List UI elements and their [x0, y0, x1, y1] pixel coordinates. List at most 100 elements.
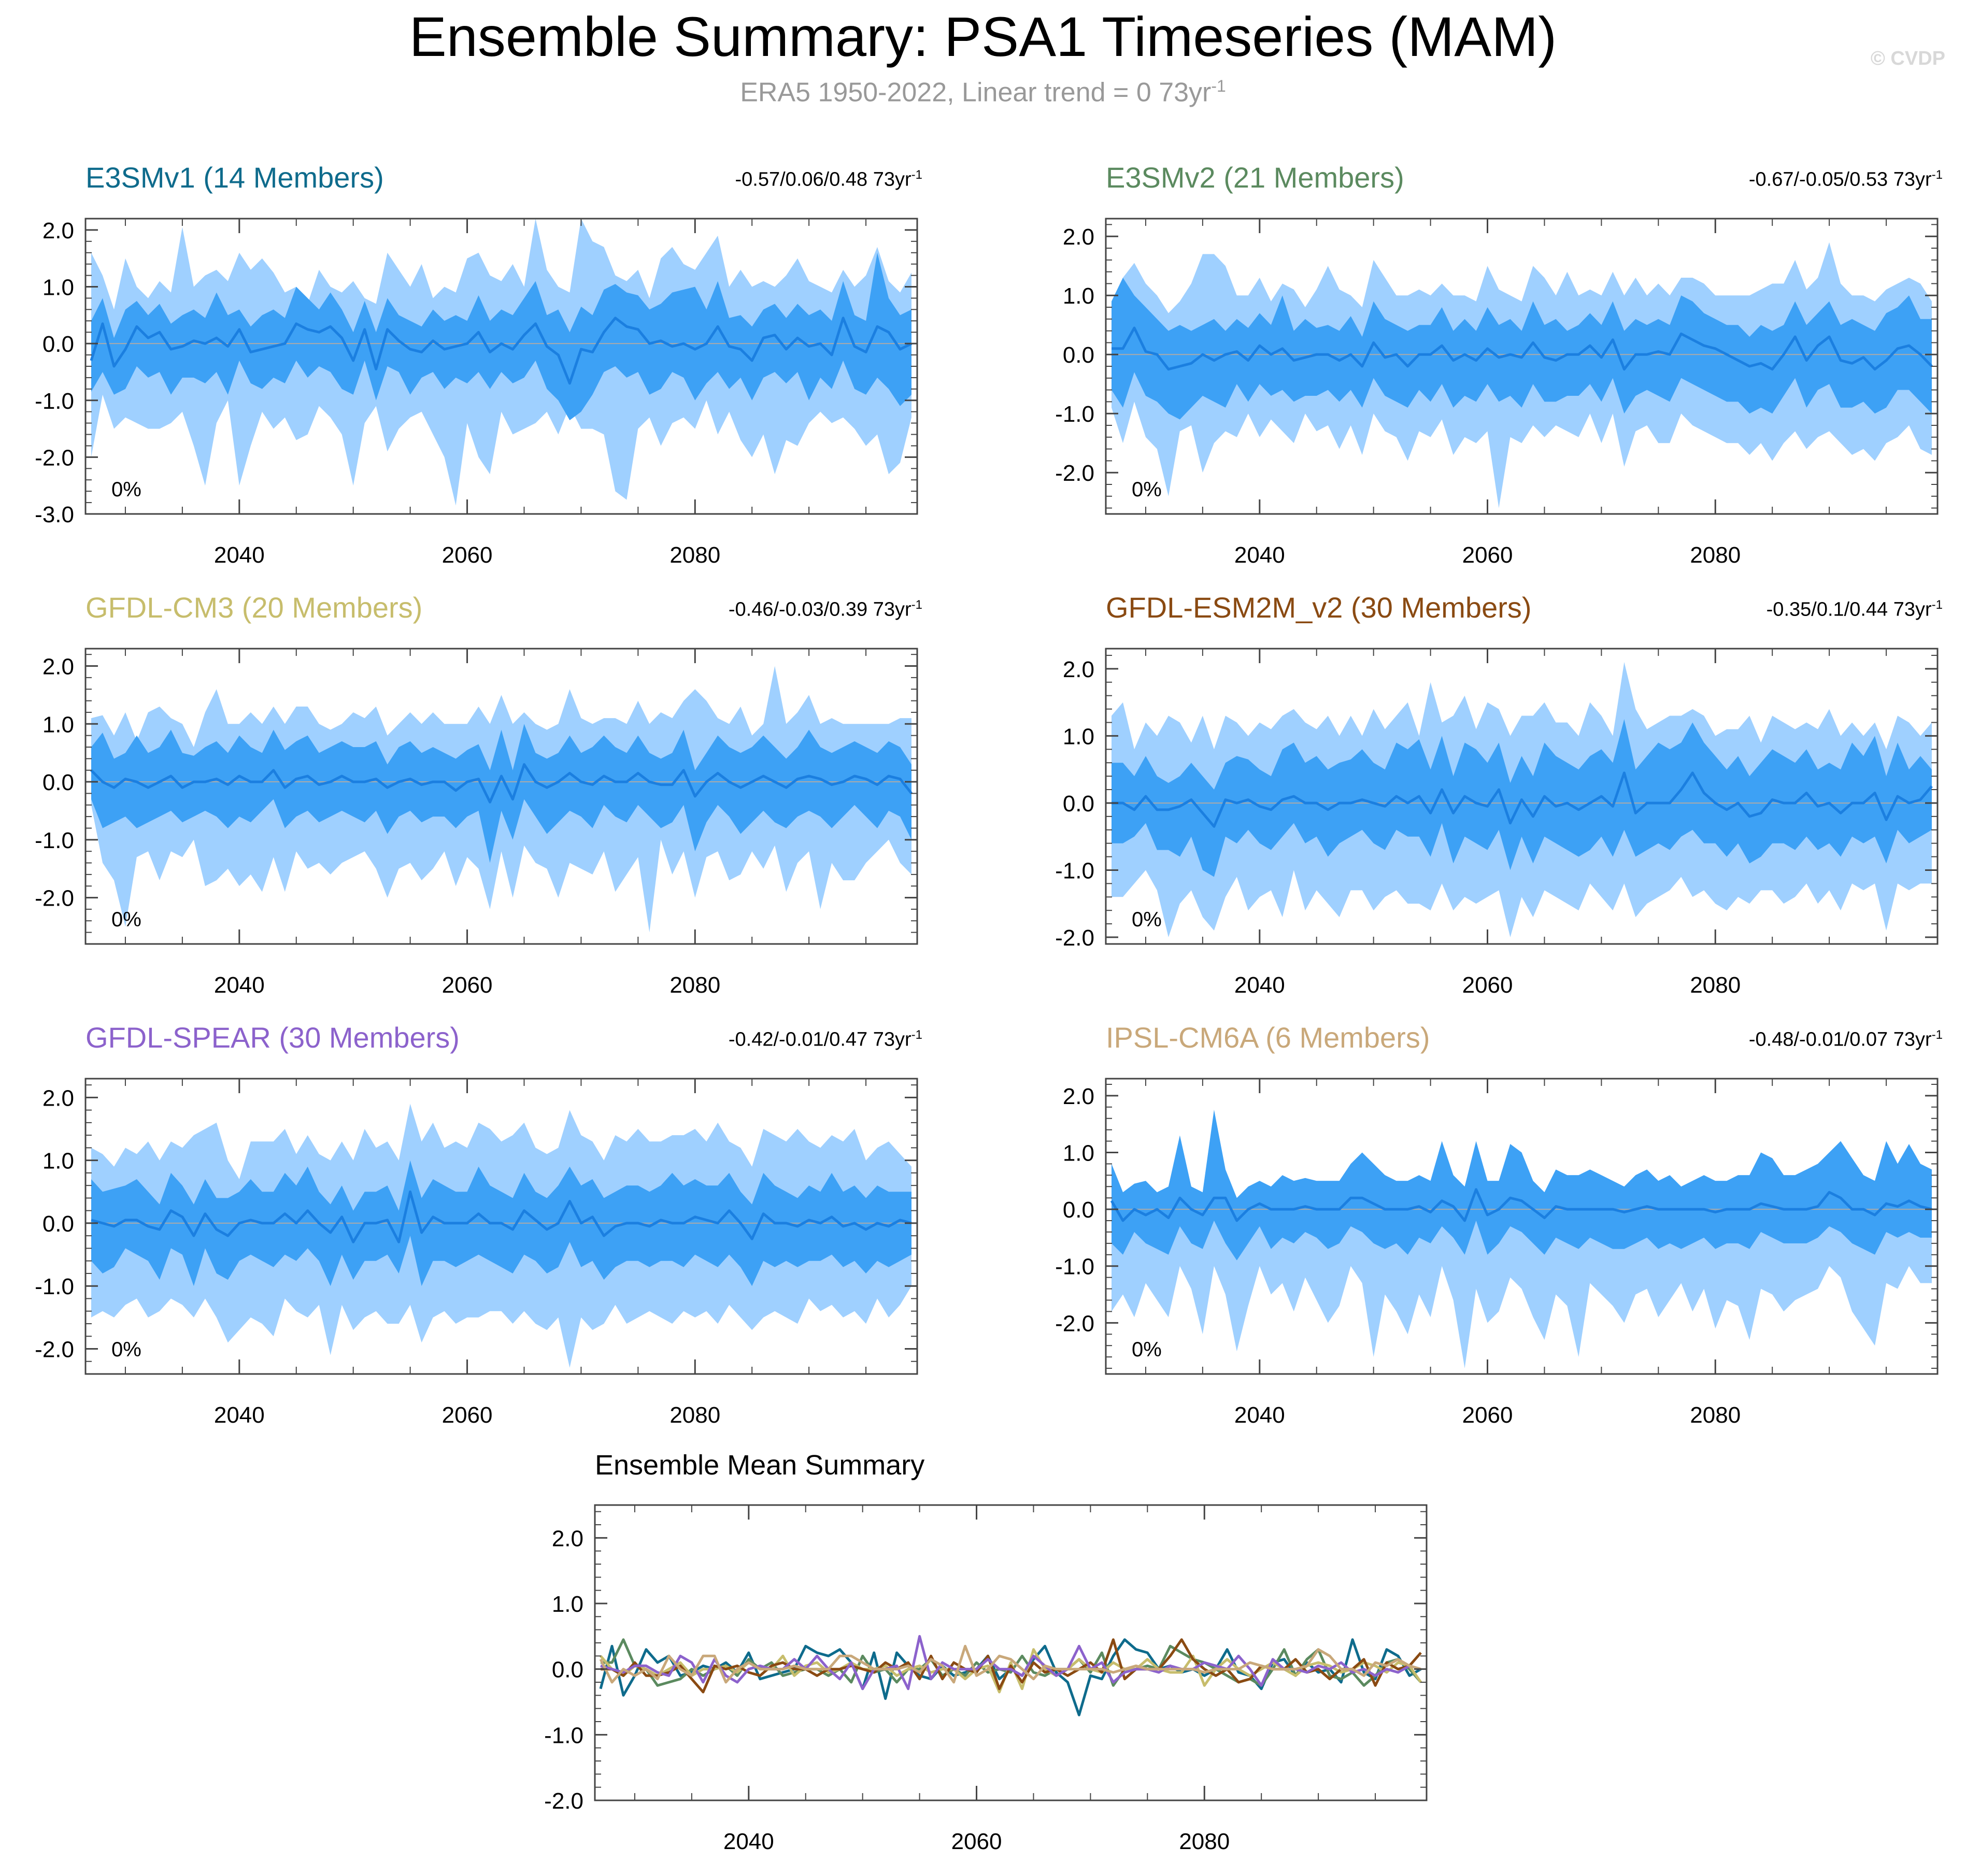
- ensemble-mean-line-4: [1112, 771, 1933, 828]
- inner-band-6: [1112, 1110, 1932, 1261]
- x-tick-label: 2040: [214, 972, 265, 998]
- x-tick-label: 2080: [669, 1402, 720, 1428]
- y-tick-label: -2.0: [35, 886, 74, 911]
- panel-stats-5: -0.42/-0.01/0.47 73yr-1: [86, 1028, 922, 1051]
- inner-band-2: [1112, 278, 1932, 420]
- panel-stats-text: -0.57/0.06/0.48 73yr: [735, 168, 911, 191]
- page-title: Ensemble Summary: PSA1 Timeseries (MAM): [409, 5, 1557, 68]
- x-tick-label: 2060: [442, 542, 493, 568]
- y-tick-label: -1.0: [544, 1723, 583, 1748]
- x-tick-label: 2040: [1234, 972, 1285, 998]
- panel-title-5: GFDL-SPEAR (30 Members): [86, 1021, 460, 1054]
- x-tick-label: 2080: [1690, 1402, 1741, 1428]
- mean-line-e3smv2: [601, 1638, 1422, 1687]
- panel-stats-superscript: -1: [911, 168, 922, 182]
- y-tick-label: -1.0: [1055, 858, 1094, 884]
- panel-stats-2: -0.67/-0.05/0.53 73yr-1: [1106, 168, 1943, 191]
- panel-title-3: GFDL-CM3 (20 Members): [86, 591, 423, 624]
- panel-stats-4: -0.35/0.1/0.44 73yr-1: [1106, 598, 1943, 621]
- y-tick-label: 1.0: [1063, 1141, 1094, 1166]
- y-tick-label: -3.0: [35, 502, 74, 527]
- y-tick-label: 2.0: [552, 1526, 583, 1551]
- panel-stats-superscript: -1: [1931, 1028, 1943, 1042]
- percent-label: 0%: [1132, 908, 1162, 931]
- inner-band-3: [91, 724, 911, 863]
- panel-stats-3: -0.46/-0.03/0.39 73yr-1: [86, 598, 922, 621]
- inner-band-1: [91, 252, 911, 421]
- y-tick-label: 0.0: [42, 332, 74, 357]
- y-tick-label: 0.0: [42, 770, 74, 795]
- panel-stats-superscript: -1: [1931, 168, 1943, 182]
- y-tick-label: -2.0: [1055, 461, 1094, 486]
- subtitle-text: ERA5 1950-2022, Linear trend = 0 73yr: [740, 77, 1212, 108]
- percent-label: 0%: [111, 478, 141, 501]
- x-tick-label: 2040: [1234, 1402, 1285, 1428]
- y-tick-label: 2.0: [42, 1085, 74, 1111]
- x-tick-label: 2060: [1462, 972, 1513, 998]
- y-tick-label: 2.0: [1063, 657, 1094, 682]
- x-tick-label: 2040: [214, 542, 265, 568]
- percent-label: 0%: [111, 908, 141, 931]
- y-tick-label: 0.0: [42, 1211, 74, 1237]
- subtitle-superscript: -1: [1211, 77, 1226, 95]
- y-tick-label: -2.0: [35, 445, 74, 470]
- x-tick-label: 2080: [1179, 1829, 1230, 1854]
- panel-title-6: IPSL-CM6A (6 Members): [1106, 1021, 1430, 1054]
- plot-frame: [1105, 648, 1939, 945]
- panel-stats-1: -0.57/0.06/0.48 73yr-1: [86, 168, 922, 191]
- x-tick-label: 2080: [1690, 972, 1741, 998]
- x-tick-label: 2060: [1462, 1402, 1513, 1428]
- y-tick-label: -2.0: [1055, 1311, 1094, 1336]
- x-tick-label: 2080: [669, 972, 720, 998]
- inner-band-4: [1112, 719, 1932, 877]
- plot-frame: [84, 1078, 918, 1375]
- x-tick-label: 2040: [214, 1402, 265, 1428]
- x-tick-label: 2060: [951, 1829, 1002, 1854]
- subtitle: ERA5 1950-2022, Linear trend = 0 73yr-1: [0, 77, 1966, 108]
- mean-line-ipsl-cm6a: [599, 1644, 1421, 1684]
- percent-label: 0%: [1132, 478, 1162, 501]
- y-tick-label: -2.0: [1055, 925, 1094, 951]
- percent-label: 0%: [111, 1338, 141, 1361]
- y-tick-label: 0.0: [1063, 342, 1094, 368]
- y-tick-label: -1.0: [35, 1274, 74, 1299]
- x-tick-label: 2040: [723, 1829, 774, 1854]
- panel-stats-text: -0.35/0.1/0.44 73yr: [1766, 598, 1932, 621]
- y-tick-label: 0.0: [552, 1657, 583, 1683]
- panel-stats-text: -0.48/-0.01/0.07 73yr: [1748, 1028, 1932, 1051]
- panel-title-4: GFDL-ESM2M_v2 (30 Members): [1106, 591, 1532, 624]
- x-tick-label: 2060: [1462, 542, 1513, 568]
- panel-stats-superscript: -1: [911, 1028, 922, 1042]
- outer-band-6: [1112, 1110, 1932, 1368]
- panel-title-2: E3SMv2 (21 Members): [1106, 161, 1404, 194]
- plot-frame: [1105, 1078, 1939, 1375]
- y-tick-label: -2.0: [544, 1788, 583, 1814]
- x-tick-label: 2080: [1690, 542, 1741, 568]
- panel-stats-text: -0.42/-0.01/0.47 73yr: [728, 1028, 911, 1051]
- plot-frame: [594, 1504, 1428, 1801]
- y-tick-label: 1.0: [42, 712, 74, 737]
- x-tick-label: 2040: [1234, 542, 1285, 568]
- y-tick-label: 2.0: [1063, 1084, 1094, 1109]
- y-tick-label: 1.0: [42, 275, 74, 300]
- ensemble-mean-line-6: [1110, 1188, 1932, 1222]
- panel-stats-text: -0.46/-0.03/0.39 73yr: [728, 598, 911, 621]
- y-tick-label: 1.0: [552, 1592, 583, 1617]
- credit-watermark: © CVDP: [1870, 48, 1945, 69]
- y-tick-label: -1.0: [35, 828, 74, 853]
- ensemble-mean-line-5: [91, 1190, 912, 1243]
- x-tick-label: 2080: [669, 542, 720, 568]
- ensemble-mean-title: Ensemble Mean Summary: [595, 1450, 925, 1481]
- ensemble-mean-line-1: [90, 317, 913, 385]
- y-tick-label: 2.0: [42, 654, 74, 680]
- ensemble-mean-line-2: [1112, 326, 1933, 371]
- panel-stats-6: -0.48/-0.01/0.07 73yr-1: [1106, 1028, 1943, 1051]
- y-tick-label: 0.0: [1063, 1197, 1094, 1223]
